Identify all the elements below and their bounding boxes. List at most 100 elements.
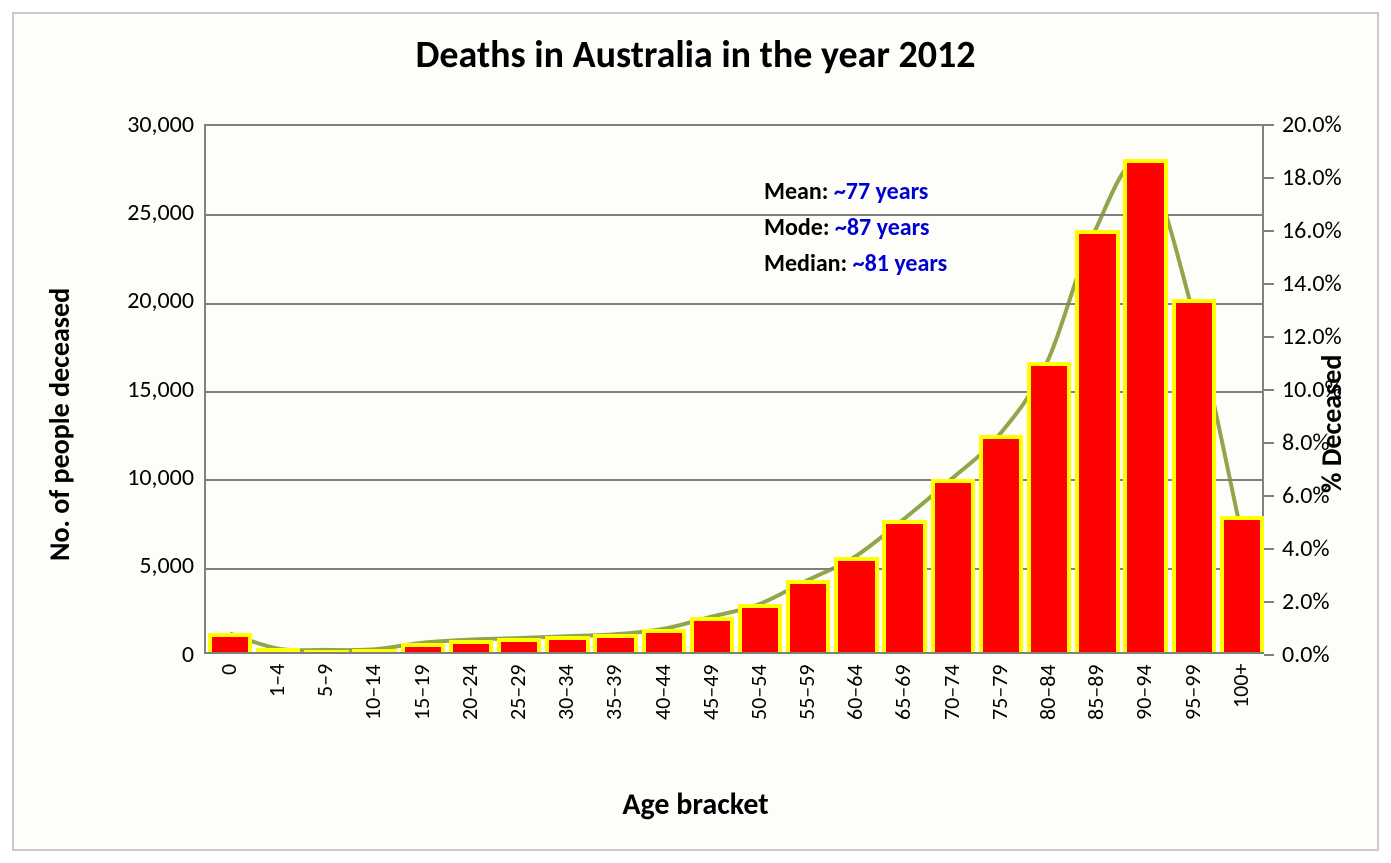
bar — [497, 638, 541, 652]
y-right-tick-label: 16.0% — [1282, 216, 1342, 245]
stats-annotation-value: ~77 years — [828, 177, 928, 206]
plot-area — [204, 124, 1264, 654]
stats-annotation-value: ~87 years — [829, 213, 929, 242]
gridline — [206, 214, 1262, 216]
x-category-label: 100+ — [1227, 664, 1254, 774]
bar — [352, 649, 396, 652]
y-right-tick-mark — [1264, 283, 1274, 285]
y-right-tick-mark — [1264, 548, 1274, 550]
x-category-label: 45–49 — [697, 664, 724, 774]
x-category-label: 95–99 — [1179, 664, 1206, 774]
x-category-label: 15–19 — [408, 664, 435, 774]
y-right-tick-mark — [1264, 230, 1274, 232]
x-category-label: 0 — [215, 664, 242, 774]
y-right-tick-label: 0.0% — [1282, 640, 1330, 669]
bar — [304, 650, 348, 652]
bar-fill — [1127, 163, 1163, 652]
bar-fill — [1031, 366, 1067, 652]
bar-fill — [838, 561, 874, 652]
bar — [786, 580, 830, 652]
y-right-tick-label: 20.0% — [1282, 110, 1342, 139]
stats-annotation-line: Mode: ~87 years — [764, 210, 947, 246]
bar-fill — [790, 584, 826, 652]
y-right-tick-mark — [1264, 495, 1274, 497]
bar-fill — [694, 621, 730, 652]
y-right-tick-label: 12.0% — [1282, 322, 1342, 351]
y-left-tick-label: 0 — [94, 640, 194, 669]
bar-fill — [935, 483, 971, 652]
y-right-tick-label: 6.0% — [1282, 481, 1330, 510]
bar — [1075, 230, 1119, 652]
y-right-tick-mark — [1264, 654, 1274, 656]
bar — [208, 633, 252, 652]
page-frame: Deaths in Australia in the year 2012 No.… — [0, 0, 1391, 863]
bar-fill — [501, 642, 537, 652]
y-left-tick-label: 25,000 — [94, 198, 194, 227]
x-category-label: 60–64 — [841, 664, 868, 774]
bar-fill — [1079, 234, 1115, 652]
bar-fill — [1224, 520, 1260, 652]
chart-container: Deaths in Australia in the year 2012 No.… — [12, 12, 1379, 851]
y-right-tick-label: 18.0% — [1282, 163, 1342, 192]
bar — [738, 604, 782, 652]
x-category-label: 5–9 — [311, 664, 338, 774]
bar — [1027, 362, 1071, 652]
x-category-label: 70–74 — [938, 664, 965, 774]
bar-fill — [1176, 303, 1212, 652]
x-category-label: 10–14 — [359, 664, 386, 774]
x-category-label: 90–94 — [1130, 664, 1157, 774]
x-category-label: 85–89 — [1082, 664, 1109, 774]
x-category-label: 80–84 — [1034, 664, 1061, 774]
x-category-label: 30–34 — [552, 664, 579, 774]
x-axis-label: Age bracket — [14, 786, 1377, 823]
bar-fill — [646, 633, 682, 652]
bar-fill — [742, 608, 778, 652]
x-category-label: 55–59 — [793, 664, 820, 774]
y-right-tick-mark — [1264, 601, 1274, 603]
stats-annotation-key: Mode: — [764, 213, 829, 242]
bar — [401, 643, 445, 652]
y-right-tick-label: 4.0% — [1282, 534, 1330, 563]
bar-fill — [549, 640, 585, 652]
bar-fill — [405, 647, 441, 652]
y-left-tick-label: 10,000 — [94, 463, 194, 492]
bar — [834, 557, 878, 652]
x-category-label: 20–24 — [456, 664, 483, 774]
y-right-tick-label: 8.0% — [1282, 428, 1330, 457]
bar-fill — [886, 524, 922, 653]
stats-annotation-line: Median: ~81 years — [764, 246, 947, 282]
y-right-tick-label: 14.0% — [1282, 269, 1342, 298]
stats-annotation: Mean: ~77 yearsMode: ~87 yearsMedian: ~8… — [764, 174, 947, 282]
bar-fill — [597, 638, 633, 652]
chart-title: Deaths in Australia in the year 2012 — [14, 32, 1377, 78]
bar — [979, 435, 1023, 652]
y-left-axis-label: No. of people deceased — [42, 234, 77, 614]
bar — [882, 520, 926, 653]
y-right-tick-mark — [1264, 442, 1274, 444]
bar — [1172, 299, 1216, 652]
bar — [1220, 516, 1264, 652]
bar — [931, 479, 975, 652]
stats-annotation-line: Mean: ~77 years — [764, 174, 947, 210]
x-category-label: 50–54 — [745, 664, 772, 774]
x-category-label: 25–29 — [504, 664, 531, 774]
y-left-tick-label: 30,000 — [94, 110, 194, 139]
y-left-tick-label: 15,000 — [94, 375, 194, 404]
stats-annotation-key: Median: — [764, 249, 847, 278]
y-right-axis-label: % Deceased — [1314, 274, 1349, 574]
bar — [642, 629, 686, 652]
y-left-tick-label: 5,000 — [94, 551, 194, 580]
stats-annotation-value: ~81 years — [847, 249, 947, 278]
y-right-tick-label: 10.0% — [1282, 375, 1342, 404]
y-right-tick-mark — [1264, 336, 1274, 338]
bar-fill — [453, 644, 489, 652]
bar — [690, 617, 734, 652]
y-right-tick-label: 2.0% — [1282, 587, 1330, 616]
x-category-label: 40–44 — [649, 664, 676, 774]
bar — [1123, 159, 1167, 652]
bar — [449, 640, 493, 652]
y-right-tick-mark — [1264, 177, 1274, 179]
y-right-tick-mark — [1264, 389, 1274, 391]
y-left-tick-label: 20,000 — [94, 286, 194, 315]
stats-annotation-key: Mean: — [764, 177, 828, 206]
